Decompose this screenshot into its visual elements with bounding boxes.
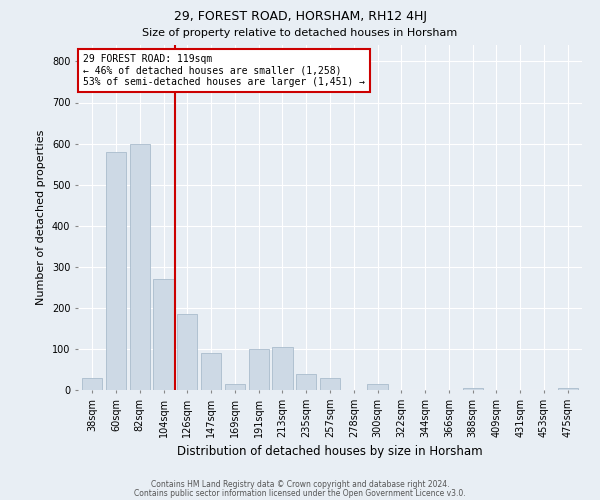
Bar [177, 314, 197, 390]
Bar [82, 378, 103, 390]
Bar [130, 144, 150, 390]
Bar [320, 378, 340, 390]
Bar [248, 349, 269, 390]
Bar [272, 347, 293, 390]
Bar [154, 279, 173, 390]
Bar [225, 384, 245, 390]
Bar [557, 388, 578, 390]
Text: Contains HM Land Registry data © Crown copyright and database right 2024.: Contains HM Land Registry data © Crown c… [151, 480, 449, 489]
Text: Size of property relative to detached houses in Horsham: Size of property relative to detached ho… [142, 28, 458, 38]
Bar [106, 152, 126, 390]
Text: 29, FOREST ROAD, HORSHAM, RH12 4HJ: 29, FOREST ROAD, HORSHAM, RH12 4HJ [173, 10, 427, 23]
Y-axis label: Number of detached properties: Number of detached properties [37, 130, 46, 305]
X-axis label: Distribution of detached houses by size in Horsham: Distribution of detached houses by size … [177, 446, 483, 458]
Bar [201, 353, 221, 390]
Text: Contains public sector information licensed under the Open Government Licence v3: Contains public sector information licen… [134, 488, 466, 498]
Bar [367, 384, 388, 390]
Bar [296, 374, 316, 390]
Bar [463, 388, 483, 390]
Text: 29 FOREST ROAD: 119sqm
← 46% of detached houses are smaller (1,258)
53% of semi-: 29 FOREST ROAD: 119sqm ← 46% of detached… [83, 54, 365, 87]
